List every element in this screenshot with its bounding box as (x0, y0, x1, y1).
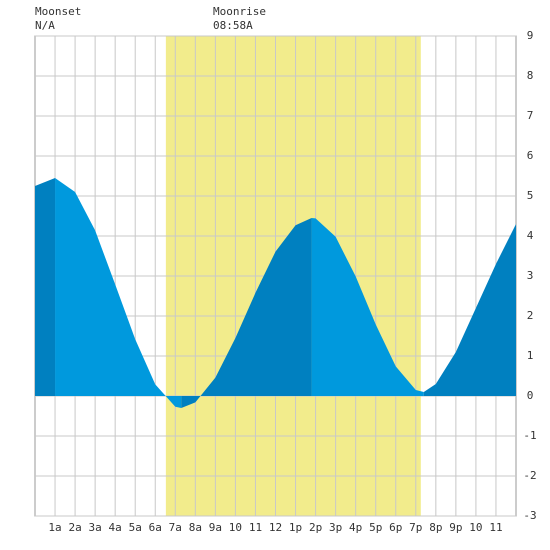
x-tick-label: 6a (149, 521, 162, 534)
y-tick-label: 6 (527, 149, 534, 162)
y-tick-label: 8 (527, 69, 534, 82)
x-tick-label: 7p (409, 521, 422, 534)
rising-tide-area (35, 178, 56, 396)
y-tick-label: 4 (527, 229, 534, 242)
y-tick-label: 5 (527, 189, 534, 202)
x-tick-label: 5a (129, 521, 142, 534)
x-tick-label: 1p (289, 521, 302, 534)
x-tick-label: 11 (489, 521, 502, 534)
x-tick-label: 8a (189, 521, 202, 534)
x-tick-label: 12 (269, 521, 282, 534)
y-tick-label: 1 (527, 349, 534, 362)
moonrise-label: Moonrise (213, 5, 266, 18)
falling-tide-area (311, 218, 424, 396)
y-tick-label: 0 (527, 389, 534, 402)
x-tick-label: 2p (309, 521, 322, 534)
y-tick-label: 3 (527, 269, 534, 282)
y-tick-label: 7 (527, 109, 534, 122)
x-tick-label: 8p (429, 521, 442, 534)
x-tick-label: 10 (469, 521, 482, 534)
x-tick-label: 4p (349, 521, 362, 534)
y-tick-label: 9 (527, 29, 534, 42)
y-tick-label: -1 (523, 429, 536, 442)
x-tick-label: 2a (68, 521, 81, 534)
x-tick-label: 11 (249, 521, 262, 534)
x-tick-label: 5p (369, 521, 382, 534)
moonrise-time: 08:58A (213, 19, 253, 32)
x-tick-label: 7a (169, 521, 182, 534)
rising-tide-area (423, 224, 516, 396)
y-tick-label: 2 (527, 309, 534, 322)
moonset-time: N/A (35, 19, 55, 32)
y-tick-label: -2 (523, 469, 536, 482)
x-tick-label: 6p (389, 521, 402, 534)
x-tick-label: 9p (449, 521, 462, 534)
falling-tide-area (55, 178, 182, 408)
rising-tide-area (181, 218, 312, 408)
x-tick-label: 3p (329, 521, 342, 534)
moonset-label: Moonset (35, 5, 81, 18)
x-tick-label: 10 (229, 521, 242, 534)
x-tick-label: 3a (89, 521, 102, 534)
x-tick-label: 4a (109, 521, 122, 534)
x-tick-label: 9a (209, 521, 222, 534)
x-tick-label: 1a (48, 521, 61, 534)
y-tick-label: -3 (523, 509, 536, 522)
